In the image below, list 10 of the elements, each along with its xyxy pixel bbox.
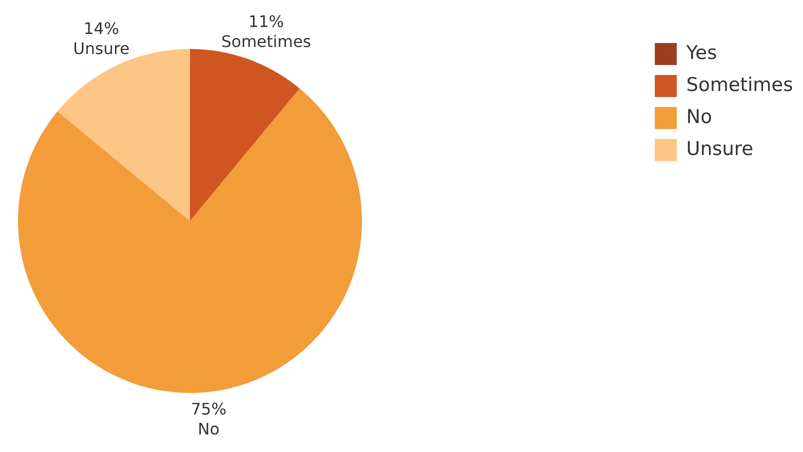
slice-label: No	[198, 419, 220, 438]
data-label: 11%	[248, 12, 284, 31]
legend-label: Yes	[685, 42, 717, 64]
data-label: 14%	[84, 19, 120, 38]
data-label: 75%	[190, 399, 226, 418]
legend-label: Sometimes	[686, 74, 794, 96]
slice-label: Sometimes	[221, 32, 312, 51]
legend-label: No	[686, 106, 712, 128]
legend-label: Unsure	[686, 138, 754, 160]
slice-label: Unsure	[73, 39, 130, 58]
